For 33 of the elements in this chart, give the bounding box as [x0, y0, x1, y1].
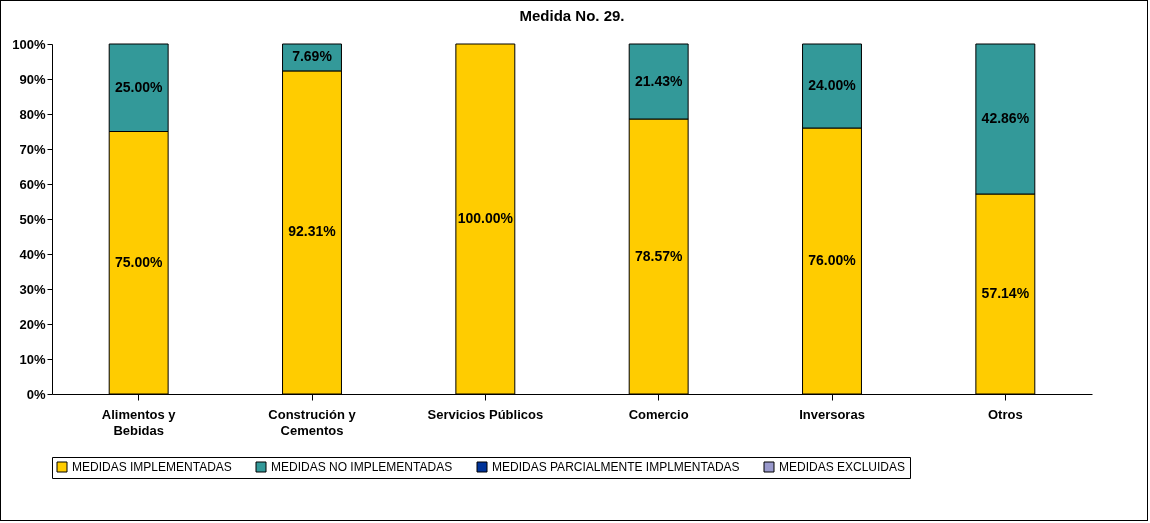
y-tick-label: 90% — [19, 71, 46, 87]
legend-label: MEDIDAS IMPLEMENTADAS — [72, 460, 232, 474]
chart-title: Medida No. 29. — [519, 7, 625, 24]
data-label: 21.43% — [634, 72, 683, 89]
y-tick-label: 30% — [19, 281, 46, 297]
y-tick-label: 50% — [19, 211, 46, 227]
legend-label: MEDIDAS PARCIALMENTE IMPLMENTADAS — [492, 460, 740, 474]
data-label: 92.31% — [288, 223, 337, 240]
data-label: 75.00% — [114, 253, 163, 270]
legend-label: MEDIDAS EXCLUIDAS — [779, 460, 906, 474]
data-label: 76.00% — [808, 252, 857, 268]
data-label: 24.00% — [808, 77, 857, 93]
x-tick-label: Inversoras — [799, 406, 865, 422]
x-tick-label: Servicios Públicos — [427, 406, 544, 422]
data-label: 100.00% — [457, 210, 514, 226]
data-label: 57.14% — [981, 285, 1030, 302]
x-tick-label: Alimentos y Bebidas — [101, 406, 177, 438]
y-tick-label: 70% — [19, 141, 46, 157]
data-label: 25.00% — [114, 78, 163, 95]
y-tick-label: 100% — [12, 36, 46, 52]
y-tick-label: 60% — [19, 176, 46, 192]
y-tick-label: 10% — [19, 351, 46, 367]
x-tick-label: Otros — [988, 406, 1023, 422]
x-tick-label: Construción y Cementos — [268, 406, 357, 438]
data-label: 78.57% — [634, 247, 683, 264]
y-tick-label: 40% — [19, 246, 46, 262]
y-tick-label: 0% — [26, 386, 46, 402]
data-label: 7.69% — [292, 48, 333, 65]
legend-label: MEDIDAS NO IMPLEMENTADAS — [271, 460, 453, 474]
y-tick-label: 80% — [19, 106, 46, 122]
x-tick-label: Comercio — [628, 406, 689, 422]
data-label: 42.86% — [981, 110, 1030, 126]
y-tick-label: 20% — [19, 316, 46, 332]
